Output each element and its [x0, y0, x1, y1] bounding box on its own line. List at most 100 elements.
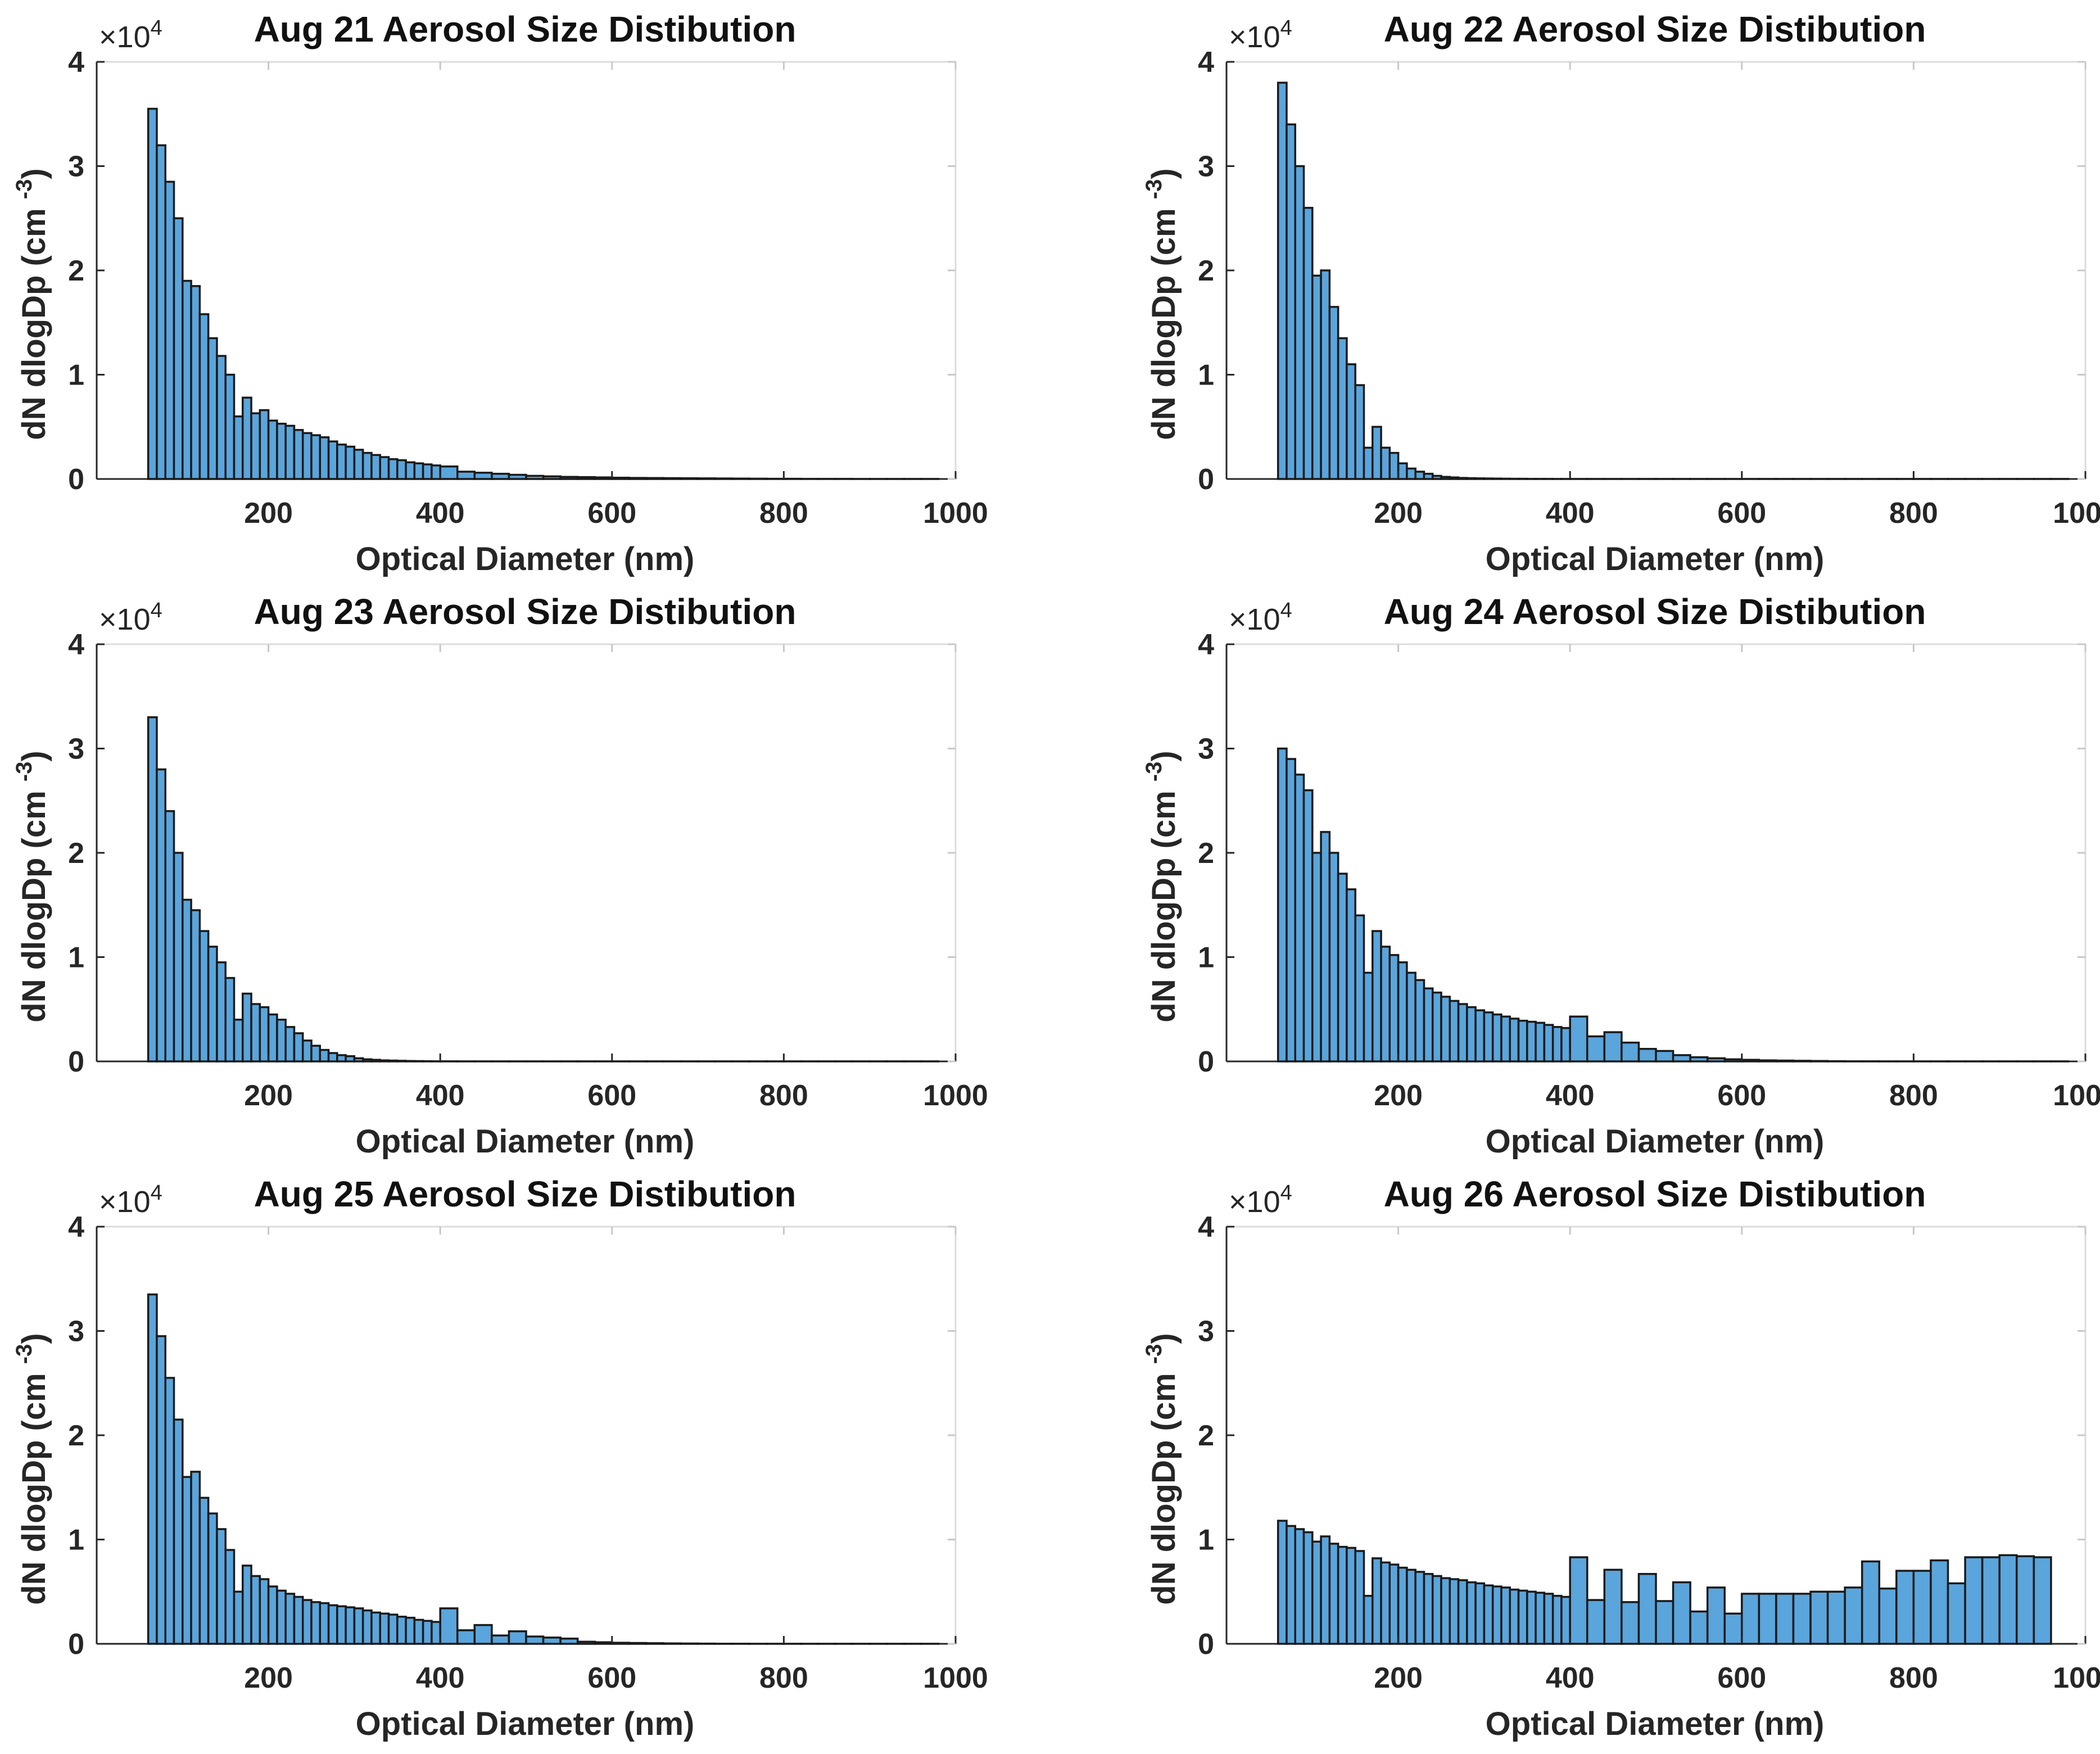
y-multiplier-exponent: 4 — [1280, 1181, 1292, 1205]
bar — [1500, 477, 1511, 480]
bar — [559, 476, 579, 480]
bar — [525, 474, 545, 480]
bar — [224, 1549, 236, 1645]
bar — [1491, 1013, 1502, 1063]
y-multiplier-base: ×10 — [99, 1185, 151, 1219]
bar — [413, 1619, 424, 1645]
y-tick-label: 3 — [68, 733, 84, 766]
y-axis-label-superscript: -3 — [1142, 1344, 1166, 1364]
bar — [396, 459, 407, 480]
y-axis-label-close: ) — [16, 1333, 52, 1344]
bar — [387, 1613, 399, 1645]
bar — [259, 409, 270, 480]
bar — [1388, 954, 1400, 1063]
bar — [439, 1607, 459, 1645]
bar — [216, 355, 227, 480]
x-axis-label: Optical Diameter (nm) — [356, 541, 695, 577]
bar — [1603, 1568, 1623, 1645]
bar — [542, 475, 562, 480]
y-tick-label: 2 — [68, 1420, 84, 1452]
y-axis-label: dN dlogDp (cm -3) — [12, 168, 52, 440]
y-axis-label-main: dN dlogDp (cm — [16, 1364, 52, 1605]
bar — [190, 285, 201, 480]
bar — [1981, 1556, 2001, 1645]
bar — [1878, 1587, 1898, 1645]
bar — [473, 1624, 493, 1645]
bar — [1672, 1054, 1691, 1063]
bar — [1380, 446, 1391, 480]
bar — [1947, 1582, 1966, 1645]
y-multiplier-exponent: 4 — [1280, 599, 1292, 622]
y-tick-label: 4 — [68, 1211, 84, 1244]
y-multiplier-exponent: 4 — [151, 599, 162, 622]
y-axis-label-superscript: -3 — [1142, 179, 1166, 200]
bar — [456, 1629, 476, 1645]
y-axis-label: dN dlogDp (cm -3) — [1142, 168, 1182, 440]
x-tick-label: 1000 — [2053, 497, 2100, 530]
bar — [731, 477, 751, 480]
bar — [207, 337, 218, 480]
bar — [1998, 1554, 2018, 1645]
bar — [1346, 1547, 1356, 1645]
bar — [276, 1589, 287, 1645]
bar — [173, 1418, 184, 1645]
bar — [353, 1057, 364, 1063]
bar — [379, 1612, 390, 1645]
y-axis-label-superscript: -3 — [12, 762, 37, 782]
bar — [1302, 1531, 1314, 1645]
bar — [1621, 1601, 1640, 1645]
x-axis-label: Optical Diameter (nm) — [1486, 541, 1825, 577]
bar — [1406, 971, 1416, 1063]
bar — [594, 1641, 613, 1645]
bar — [1826, 1590, 1846, 1645]
bar — [1466, 477, 1477, 480]
bar — [1526, 1020, 1537, 1063]
bar — [1491, 1585, 1502, 1645]
bar — [439, 465, 459, 480]
y-axis-label-main: dN dlogDp (cm — [16, 199, 52, 440]
bar — [1655, 1600, 1674, 1645]
y-tick-label: 2 — [1198, 837, 1214, 870]
bar — [1423, 472, 1434, 480]
x-tick-label: 600 — [1717, 1662, 1766, 1694]
x-tick-label: 1000 — [923, 1662, 988, 1694]
x-tick-label: 800 — [1889, 1079, 1938, 1112]
x-tick-label: 200 — [1374, 1662, 1423, 1694]
bar — [242, 396, 252, 480]
bar — [1637, 1572, 1657, 1645]
bar-series — [147, 716, 940, 1063]
bar — [1294, 774, 1305, 1063]
y-multiplier-exponent: 4 — [1280, 16, 1292, 40]
bar — [1500, 1015, 1511, 1063]
bar — [1354, 1550, 1365, 1645]
bar — [456, 471, 476, 480]
x-tick-label: 200 — [1374, 497, 1423, 530]
y-tick-label: 4 — [68, 629, 84, 661]
y-tick-label: 2 — [68, 255, 84, 287]
bar — [147, 716, 158, 1063]
x-tick-label: 800 — [759, 1079, 808, 1112]
chart-title: Aug 23 Aerosol Size Distibution — [254, 591, 796, 632]
bar — [680, 1642, 699, 1645]
y-tick-label: 3 — [1198, 1316, 1214, 1348]
bar — [233, 1590, 244, 1645]
bar — [1483, 1584, 1494, 1645]
bar — [1328, 852, 1339, 1063]
bar — [207, 946, 218, 1063]
bar — [284, 424, 296, 480]
bar — [1930, 1559, 1949, 1645]
y-tick-label: 3 — [1198, 151, 1214, 183]
bar — [1311, 1540, 1322, 1645]
bar — [1294, 165, 1305, 480]
bar — [1603, 1031, 1623, 1063]
bar — [1277, 747, 1288, 1063]
bar — [379, 1059, 390, 1063]
y-multiplier-base: ×10 — [1229, 20, 1280, 54]
y-axis-label-superscript: -3 — [12, 1344, 37, 1364]
bar — [1706, 1057, 1726, 1063]
bar — [1586, 1599, 1606, 1645]
y-axis-label-close: ) — [1146, 751, 1182, 761]
bar — [301, 1599, 313, 1645]
x-tick-label: 1000 — [2053, 1662, 2100, 1694]
